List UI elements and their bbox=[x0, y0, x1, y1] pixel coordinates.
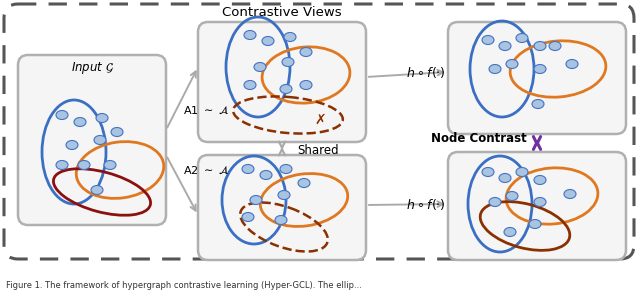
Ellipse shape bbox=[504, 228, 516, 236]
Text: $h \circ f(\cdot)$: $h \circ f(\cdot)$ bbox=[406, 196, 446, 211]
Text: Contrastive Views: Contrastive Views bbox=[222, 5, 342, 19]
Ellipse shape bbox=[534, 64, 546, 74]
Ellipse shape bbox=[564, 189, 576, 199]
Ellipse shape bbox=[242, 213, 254, 221]
Ellipse shape bbox=[254, 63, 266, 71]
Ellipse shape bbox=[104, 160, 116, 170]
Text: $h \circ f(\cdot)$: $h \circ f(\cdot)$ bbox=[406, 64, 446, 80]
Ellipse shape bbox=[280, 84, 292, 94]
Ellipse shape bbox=[56, 110, 68, 120]
Ellipse shape bbox=[506, 192, 518, 200]
Ellipse shape bbox=[549, 41, 561, 51]
Ellipse shape bbox=[489, 198, 501, 206]
Ellipse shape bbox=[56, 160, 68, 170]
Ellipse shape bbox=[529, 220, 541, 228]
Text: Node Contrast: Node Contrast bbox=[431, 131, 527, 145]
Ellipse shape bbox=[96, 113, 108, 123]
Ellipse shape bbox=[499, 174, 511, 182]
Text: Figure 1. The framework of hypergraph contrastive learning (Hyper-GCL). The elli: Figure 1. The framework of hypergraph co… bbox=[6, 281, 362, 289]
Ellipse shape bbox=[534, 198, 546, 206]
Ellipse shape bbox=[300, 48, 312, 56]
Text: A1 $\sim$ $\mathcal{A}$: A1 $\sim$ $\mathcal{A}$ bbox=[183, 104, 230, 116]
Ellipse shape bbox=[506, 59, 518, 69]
Ellipse shape bbox=[91, 185, 103, 195]
FancyBboxPatch shape bbox=[448, 22, 626, 134]
Ellipse shape bbox=[111, 127, 123, 137]
FancyBboxPatch shape bbox=[198, 22, 366, 142]
Ellipse shape bbox=[260, 170, 272, 180]
Ellipse shape bbox=[284, 33, 296, 41]
Ellipse shape bbox=[499, 41, 511, 51]
FancyBboxPatch shape bbox=[18, 55, 166, 225]
Ellipse shape bbox=[78, 160, 90, 170]
Ellipse shape bbox=[244, 81, 256, 89]
Text: ✗: ✗ bbox=[314, 113, 326, 127]
Text: A2 $\sim$ $\mathcal{A}$: A2 $\sim$ $\mathcal{A}$ bbox=[183, 164, 230, 176]
Ellipse shape bbox=[244, 30, 256, 40]
Ellipse shape bbox=[250, 196, 262, 204]
Ellipse shape bbox=[482, 35, 494, 45]
FancyBboxPatch shape bbox=[448, 152, 626, 260]
Ellipse shape bbox=[489, 64, 501, 74]
Ellipse shape bbox=[282, 58, 294, 66]
Ellipse shape bbox=[275, 216, 287, 224]
Ellipse shape bbox=[66, 141, 78, 149]
Ellipse shape bbox=[280, 164, 292, 174]
Ellipse shape bbox=[300, 81, 312, 89]
Text: Shared: Shared bbox=[297, 143, 339, 156]
Ellipse shape bbox=[566, 59, 578, 69]
Ellipse shape bbox=[242, 164, 254, 174]
Ellipse shape bbox=[278, 191, 290, 199]
FancyBboxPatch shape bbox=[198, 155, 366, 260]
Text: Input $\mathcal{G}$: Input $\mathcal{G}$ bbox=[70, 60, 113, 76]
Ellipse shape bbox=[262, 37, 274, 45]
Ellipse shape bbox=[516, 167, 528, 177]
Ellipse shape bbox=[532, 99, 544, 109]
Ellipse shape bbox=[482, 167, 494, 177]
Ellipse shape bbox=[534, 175, 546, 185]
Ellipse shape bbox=[94, 135, 106, 145]
Ellipse shape bbox=[534, 41, 546, 51]
Ellipse shape bbox=[74, 117, 86, 127]
Ellipse shape bbox=[298, 178, 310, 188]
Ellipse shape bbox=[516, 34, 528, 42]
